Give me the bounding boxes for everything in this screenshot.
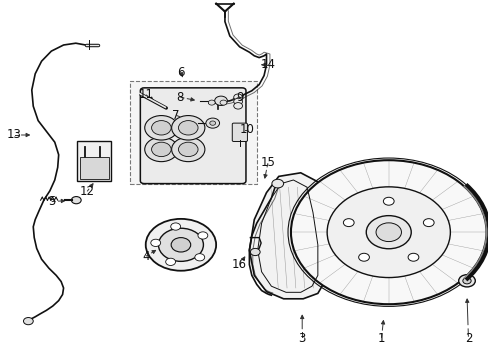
Circle shape — [198, 232, 207, 239]
Circle shape — [407, 253, 418, 261]
Circle shape — [458, 275, 474, 287]
Text: 7: 7 — [172, 109, 180, 122]
Circle shape — [208, 100, 215, 105]
Circle shape — [358, 253, 368, 261]
Circle shape — [220, 100, 226, 105]
Text: 8: 8 — [176, 91, 183, 104]
Circle shape — [214, 96, 227, 105]
Text: 14: 14 — [260, 58, 275, 71]
Circle shape — [151, 121, 171, 135]
FancyBboxPatch shape — [129, 81, 256, 184]
Circle shape — [178, 142, 198, 157]
Circle shape — [158, 228, 203, 261]
Text: 9: 9 — [235, 91, 243, 104]
Circle shape — [144, 116, 178, 140]
Circle shape — [165, 258, 175, 265]
Text: 12: 12 — [80, 185, 94, 198]
Circle shape — [71, 197, 81, 204]
Circle shape — [170, 223, 180, 230]
Circle shape — [171, 116, 204, 140]
Circle shape — [343, 219, 353, 226]
Circle shape — [23, 318, 33, 325]
Circle shape — [150, 239, 161, 247]
Circle shape — [144, 137, 178, 162]
Circle shape — [194, 254, 204, 261]
Text: 3: 3 — [298, 332, 305, 345]
Circle shape — [290, 160, 486, 304]
Circle shape — [462, 278, 470, 284]
Text: 2: 2 — [464, 332, 471, 345]
Text: 16: 16 — [232, 258, 246, 271]
Circle shape — [366, 216, 410, 249]
Circle shape — [326, 187, 449, 278]
FancyBboxPatch shape — [232, 123, 247, 141]
Bar — [77, 141, 111, 181]
Circle shape — [151, 142, 171, 157]
Circle shape — [233, 98, 242, 105]
Circle shape — [233, 103, 242, 109]
Circle shape — [250, 248, 260, 256]
Circle shape — [383, 197, 393, 205]
Text: 10: 10 — [239, 123, 254, 136]
Bar — [80, 157, 109, 179]
Circle shape — [178, 121, 198, 135]
Text: 1: 1 — [377, 332, 385, 345]
Text: 5: 5 — [47, 195, 55, 208]
Circle shape — [233, 94, 242, 100]
Circle shape — [171, 238, 190, 252]
Text: 6: 6 — [177, 66, 184, 78]
Circle shape — [271, 179, 283, 188]
Circle shape — [209, 121, 215, 125]
Text: 11: 11 — [138, 88, 153, 101]
Text: 4: 4 — [142, 250, 149, 263]
Circle shape — [375, 223, 401, 242]
Text: 15: 15 — [260, 156, 275, 169]
Circle shape — [145, 219, 216, 271]
Polygon shape — [249, 173, 326, 299]
Text: 13: 13 — [6, 129, 21, 141]
Circle shape — [423, 219, 433, 226]
Circle shape — [205, 118, 219, 128]
Circle shape — [171, 137, 204, 162]
FancyBboxPatch shape — [140, 88, 245, 184]
